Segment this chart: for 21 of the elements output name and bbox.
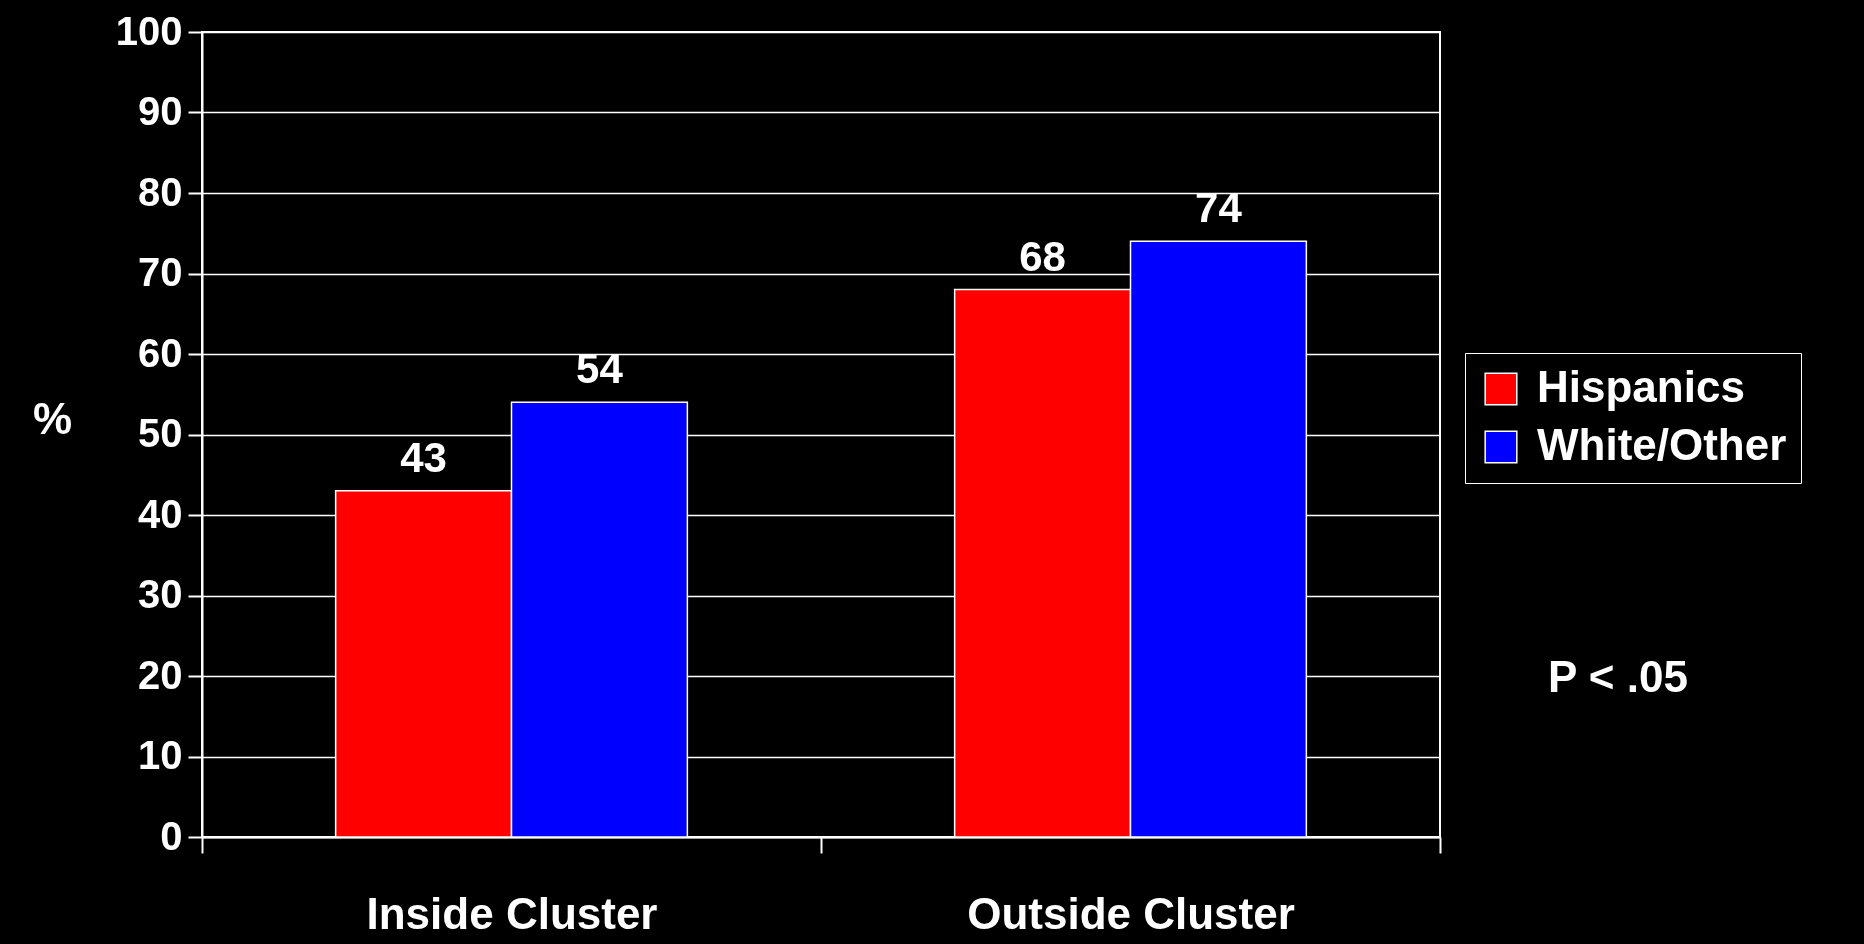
y-tick-label: 70 [138,250,183,294]
text: P < .05 [1548,652,1688,702]
x-tick-label: Inside Cluster [366,888,658,938]
data-label: 74 [1195,184,1243,232]
data-label: 43 [400,433,447,481]
y-tick-label: 60 [138,330,183,375]
y-tick-label: 50 [138,411,183,455]
legend-label: White/Other [1537,420,1787,469]
y-tick-label: 30 [138,572,183,616]
legend-label: Hispanics [1537,362,1745,411]
y-tick-label: 80 [138,169,183,214]
y-tick-label: 20 [138,652,183,697]
y-tick-label: 10 [138,733,183,777]
y-axis-title: % [32,393,73,443]
y-tick-label: 100 [115,8,183,53]
y-tick-label: 0 [160,813,183,858]
data-label: 68 [1019,232,1066,280]
y-tick-label: 90 [138,89,183,133]
y-tick-label: 40 [138,491,183,536]
data-label: 54 [576,345,624,393]
x-tick-label: Outside Cluster [967,888,1295,938]
